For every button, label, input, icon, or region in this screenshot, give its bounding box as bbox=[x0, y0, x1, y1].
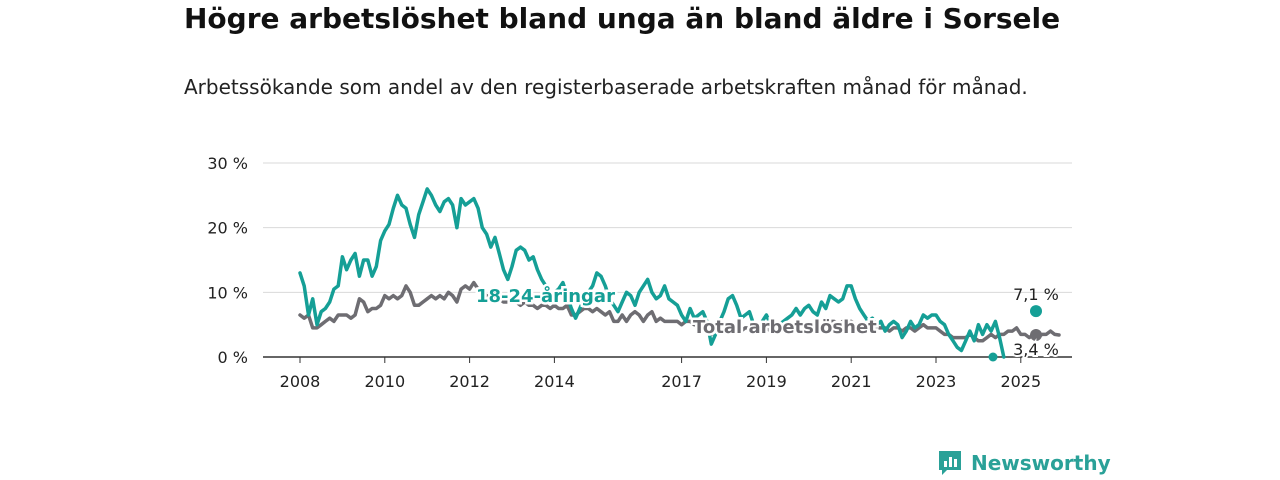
line-chart: 0 % 10 % 20 % 30 % 2008 2010 2012 2014 2017 2019… bbox=[207, 154, 1072, 391]
grid-lines bbox=[263, 162, 1072, 358]
x-tick-label: 2014 bbox=[534, 372, 575, 391]
series-labels: 7,1 % 3,4 % 18-24-åringar Total arbetslöshe… bbox=[474, 283, 1061, 362]
x-tick-label: 2025 bbox=[1000, 372, 1041, 391]
series-label-total: Total arbetslöshet bbox=[693, 317, 877, 338]
x-tick-label: 2012 bbox=[449, 372, 490, 391]
series-lines bbox=[298, 187, 1061, 362]
x-axis-ticks: 2008 2010 2012 2014 2017 2019 2021 2023 2025 bbox=[280, 357, 1041, 391]
newsworthy-logo: Newsworthy bbox=[937, 449, 1111, 477]
series-line-total bbox=[298, 280, 1061, 343]
series-line-youth bbox=[298, 187, 1006, 359]
series-label-youth: 18-24-åringar bbox=[476, 285, 615, 307]
y-tick-label: 20 % bbox=[207, 219, 248, 238]
x-tick-label: 2023 bbox=[916, 372, 957, 391]
x-tick-label: 2008 bbox=[280, 372, 321, 391]
end-point-youth bbox=[1030, 305, 1042, 318]
logo-text: Newsworthy bbox=[971, 451, 1111, 475]
y-axis-ticks: 0 % 10 % 20 % 30 % bbox=[207, 154, 248, 367]
chart-subtitle: Arbetssökande som andel av den registerb… bbox=[184, 75, 1028, 99]
end-point-total bbox=[1030, 329, 1042, 342]
bar-chart-logo-icon bbox=[939, 451, 961, 475]
x-tick-label: 2017 bbox=[661, 372, 702, 391]
y-tick-label: 30 % bbox=[207, 154, 248, 173]
end-value-label-youth: 7,1 % bbox=[1013, 285, 1059, 304]
x-tick-label: 2021 bbox=[831, 372, 872, 391]
x-tick-label: 2019 bbox=[746, 372, 787, 391]
end-value-label-total: 3,4 % bbox=[1013, 340, 1059, 359]
data-point-youth-zero bbox=[988, 352, 998, 362]
chart-title: Högre arbetslöshet bland unga än bland ä… bbox=[184, 2, 1061, 35]
x-tick-label: 2010 bbox=[364, 372, 405, 391]
y-tick-label: 10 % bbox=[207, 283, 248, 302]
y-tick-label: 0 % bbox=[218, 348, 248, 367]
